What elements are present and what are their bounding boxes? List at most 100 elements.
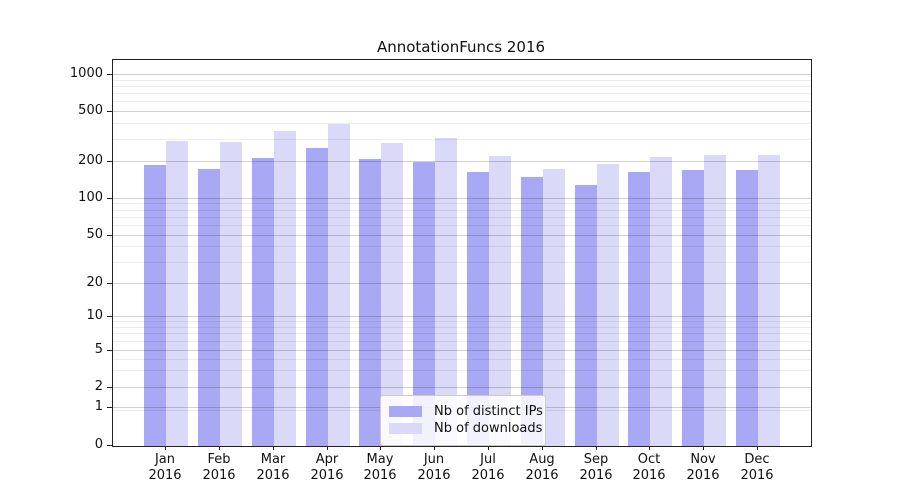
x-tick-label-may: May 2016	[363, 452, 397, 483]
y-tick-mark	[107, 350, 112, 351]
x-tick-mark-may	[380, 446, 381, 450]
y-tick-mark	[107, 235, 112, 236]
bar-nb-of-downloads-apr	[328, 124, 350, 446]
y-tick-mark	[107, 161, 112, 162]
y-tick-mark	[107, 74, 112, 75]
minor-gridline	[113, 333, 811, 334]
minor-gridline	[113, 341, 811, 342]
x-tick-label-feb: Feb 2016	[202, 452, 236, 483]
bar-nb-of-distinct-ips-jul	[467, 172, 489, 446]
x-tick-mark-jul	[488, 446, 489, 450]
x-tick-label-jan: Jan 2016	[148, 452, 182, 483]
minor-gridline	[113, 262, 811, 263]
bar-nb-of-downloads-oct	[650, 157, 672, 446]
y-tick-mark	[107, 387, 112, 388]
bar-nb-of-distinct-ips-nov	[682, 170, 704, 446]
bar-nb-of-distinct-ips-sep	[575, 185, 597, 446]
legend-label-distinct-ips: Nb of distinct IPs	[434, 404, 543, 419]
minor-gridline	[113, 327, 811, 328]
minor-gridline	[113, 123, 811, 124]
x-tick-mark-feb	[219, 446, 220, 450]
legend-row-downloads: Nb of downloads	[389, 421, 542, 436]
x-tick-label-sep: Sep 2016	[579, 452, 613, 483]
legend-label-downloads: Nb of downloads	[434, 421, 543, 436]
bar-nb-of-distinct-ips-jun	[413, 162, 435, 446]
y-tick-label: 100	[78, 190, 103, 205]
major-gridline	[113, 235, 811, 236]
minor-gridline	[113, 203, 811, 204]
x-tick-mark-dec	[757, 446, 758, 450]
y-tick-mark	[107, 111, 112, 112]
minor-gridline	[113, 370, 811, 371]
y-tick-label: 500	[78, 103, 103, 118]
minor-gridline	[113, 225, 811, 226]
minor-gridline	[113, 359, 811, 360]
x-tick-mark-sep	[596, 446, 597, 450]
minor-gridline	[113, 139, 811, 140]
minor-gridline	[113, 217, 811, 218]
legend: Nb of distinct IPs Nb of downloads	[380, 395, 546, 446]
plot-area: Nb of distinct IPs Nb of downloads	[112, 59, 812, 447]
y-tick-label: 0	[94, 437, 103, 452]
bar-nb-of-distinct-ips-jan	[144, 165, 166, 446]
bar-nb-of-distinct-ips-apr	[306, 148, 328, 446]
minor-gridline	[113, 246, 811, 247]
minor-gridline	[113, 93, 811, 94]
bar-nb-of-distinct-ips-oct	[628, 172, 650, 446]
bar-nb-of-distinct-ips-aug	[521, 177, 543, 446]
minor-gridline	[113, 321, 811, 322]
y-tick-label: 1	[94, 399, 103, 414]
bar-nb-of-downloads-mar	[274, 131, 296, 446]
x-tick-mark-nov	[703, 446, 704, 450]
x-tick-label-apr: Apr 2016	[310, 452, 344, 483]
y-tick-label: 200	[78, 153, 103, 168]
x-tick-label-jul: Jul 2016	[471, 452, 505, 483]
bar-nb-of-downloads-jan	[166, 141, 188, 446]
minor-gridline	[113, 210, 811, 211]
bar-nb-of-downloads-feb	[220, 142, 242, 446]
chart-title: AnnotationFuncs 2016	[376, 38, 546, 56]
major-gridline	[113, 387, 811, 388]
x-tick-mark-jan	[165, 446, 166, 450]
major-gridline	[113, 161, 811, 162]
y-tick-label: 10	[86, 308, 103, 323]
x-tick-label-oct: Oct 2016	[632, 452, 666, 483]
y-tick-label: 20	[86, 275, 103, 290]
y-tick-label: 2	[94, 379, 103, 394]
x-tick-label-mar: Mar 2016	[256, 452, 290, 483]
minor-gridline	[113, 101, 811, 102]
bar-nb-of-downloads-nov	[704, 155, 726, 446]
x-tick-mark-jun	[434, 446, 435, 450]
bar-nb-of-distinct-ips-mar	[252, 158, 274, 446]
x-tick-mark-aug	[542, 446, 543, 450]
x-tick-label-dec: Dec 2016	[740, 452, 774, 483]
x-tick-label-aug: Aug 2016	[525, 452, 559, 483]
legend-swatch-distinct-ips	[389, 406, 422, 417]
bar-nb-of-distinct-ips-feb	[198, 169, 220, 446]
major-gridline	[113, 316, 811, 317]
y-tick-mark	[107, 407, 112, 408]
bar-nb-of-downloads-may	[381, 143, 403, 446]
major-gridline	[113, 74, 811, 75]
x-tick-label-nov: Nov 2016	[686, 452, 720, 483]
bar-nb-of-distinct-ips-may	[359, 159, 381, 446]
bar-nb-of-downloads-jul	[489, 156, 511, 446]
minor-gridline	[113, 80, 811, 81]
major-gridline	[113, 283, 811, 284]
x-tick-mark-apr	[327, 446, 328, 450]
major-gridline	[113, 198, 811, 199]
y-tick-mark	[107, 283, 112, 284]
bar-nb-of-downloads-aug	[543, 169, 565, 446]
x-tick-mark-mar	[273, 446, 274, 450]
bar-nb-of-distinct-ips-dec	[736, 170, 758, 446]
legend-swatch-downloads	[389, 423, 422, 434]
bar-nb-of-downloads-jun	[435, 138, 457, 446]
y-tick-label: 5	[94, 342, 103, 357]
major-gridline	[113, 111, 811, 112]
bar-nb-of-downloads-dec	[758, 155, 780, 446]
y-tick-label: 50	[86, 227, 103, 242]
x-tick-mark-oct	[649, 446, 650, 450]
y-tick-mark	[107, 198, 112, 199]
y-tick-mark	[107, 445, 112, 446]
